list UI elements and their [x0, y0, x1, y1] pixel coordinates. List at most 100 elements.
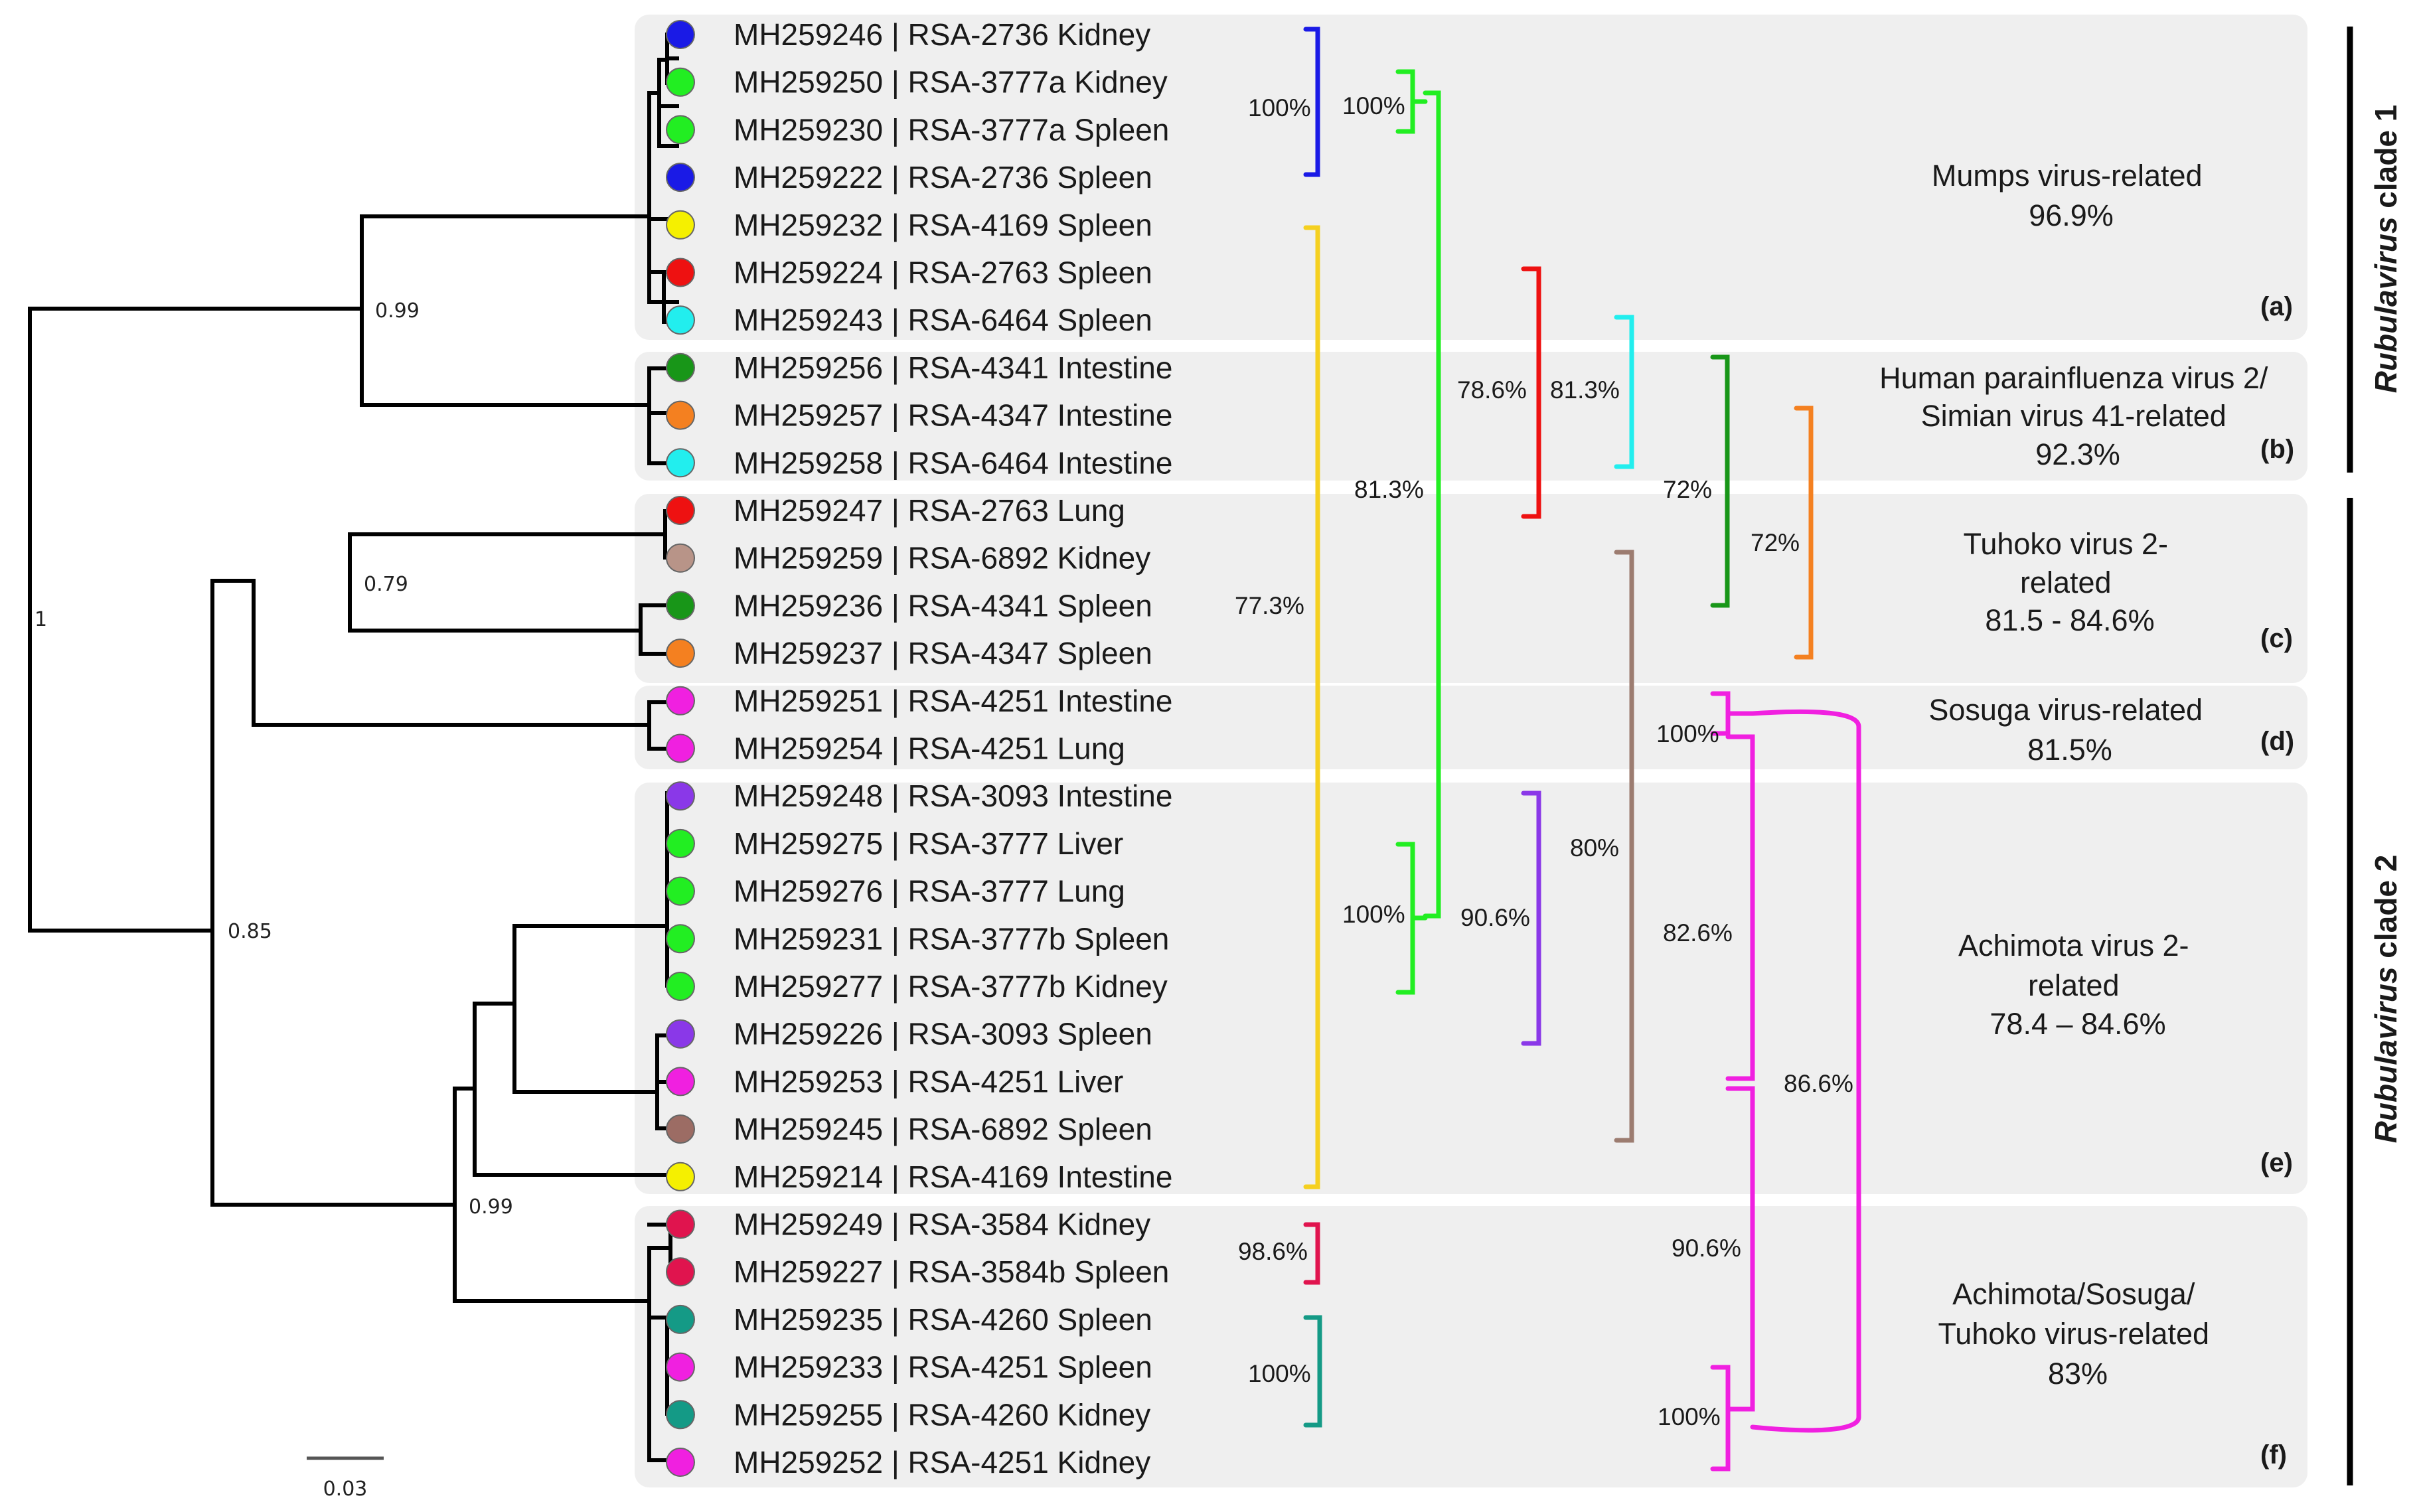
leaf-marker	[666, 400, 695, 430]
panel-a	[635, 15, 2307, 340]
branch-a-low	[647, 217, 679, 324]
leaf-label: MH259275 | RSA-3777 Liver	[734, 826, 1123, 861]
support-clade2: 0.85	[228, 920, 272, 943]
leaf-marker	[666, 305, 695, 335]
leaf-label: MH259256 | RSA-4341 Intestine	[734, 350, 1172, 385]
branch-cd	[252, 579, 651, 727]
leaf-marker	[666, 163, 695, 192]
group-descriptions: Mumps virus-related 96.9% Human parainfl…	[1879, 159, 2268, 1391]
leaf-marker	[666, 781, 695, 811]
group-tags: (a) (b) (c) (d) (e) (f)	[2260, 292, 2294, 1470]
branch-e1	[512, 924, 669, 1094]
bracket-label-purple-3093: 90.6%	[1460, 904, 1530, 931]
group-c-desc: Tuhoko virus 2- related 81.5 - 84.6%	[1964, 527, 2177, 637]
panel-d	[635, 686, 2307, 769]
leaf-label: MH259254 | RSA-4251 Lung	[734, 731, 1125, 766]
bracket-magenta-e	[1725, 734, 1755, 1081]
branch-b	[647, 366, 679, 465]
group-tag-c: (c)	[2260, 624, 2293, 653]
bracket-magenta-ef	[1725, 1086, 1755, 1412]
support-achimota: 0.99	[469, 1195, 513, 1219]
node-supports: 1 0.99 0.79 0.85 0.99	[35, 299, 513, 1219]
bracket-dkgreen-4341	[1710, 354, 1730, 608]
bracket-labels: 100% 100% 81.3% 100% 77.3% 78.6% 81.3% 7…	[1235, 92, 1853, 1430]
leaf-marker	[666, 1019, 695, 1049]
bracket-magenta-d	[1710, 691, 1755, 736]
leaf-marker	[666, 448, 695, 478]
bracket-label-brown-6892: 80%	[1570, 834, 1619, 862]
leaf-label: MH259231 | RSA-3777b Spleen	[734, 921, 1169, 956]
bracket-label-magenta-all: 86.6%	[1784, 1070, 1853, 1097]
branch-root	[28, 307, 364, 933]
leaf-label: MH259255 | RSA-4260 Kidney	[734, 1397, 1150, 1432]
bracket-label-magenta-d: 100%	[1656, 720, 1719, 747]
leaf-marker	[666, 258, 695, 287]
leaf-marker	[666, 591, 695, 621]
clade2-label: Rubulavirus clade 2	[2369, 855, 2403, 1144]
bracket-cyan-6464	[1614, 315, 1634, 469]
panel-f	[635, 1206, 2307, 1487]
leaf-marker	[666, 1448, 695, 1477]
group-tag-b: (b)	[2260, 435, 2294, 464]
leaf-label: MH259236 | RSA-4341 Spleen	[734, 588, 1152, 623]
leaf-marker	[666, 1162, 695, 1191]
support-root: 1	[35, 608, 47, 631]
leaf-marker	[666, 67, 695, 97]
bracket-green-3777a	[1395, 69, 1428, 134]
bracket-blue-2736	[1303, 27, 1320, 177]
scale-bar-label: 0.03	[323, 1477, 368, 1501]
bracket-green-3777	[1423, 90, 1441, 919]
bracket-label-red-2763: 78.6%	[1457, 376, 1527, 404]
clade1-label: Rubulavirus clade 1	[2369, 105, 2403, 394]
leaf-label: MH259227 | RSA-3584b Spleen	[734, 1254, 1169, 1289]
bracket-label-magenta-e: 82.6%	[1663, 919, 1733, 946]
leaf-label: MH259243 | RSA-6464 Spleen	[734, 303, 1152, 337]
leaf-marker	[666, 20, 695, 49]
leaf-label: MH259235 | RSA-4260 Spleen	[734, 1302, 1152, 1337]
leaf-marker	[666, 686, 695, 716]
leaf-label: MH259251 | RSA-4251 Intestine	[734, 684, 1172, 718]
bracket-label-cyan-6464: 81.3%	[1550, 376, 1620, 404]
leaf-label: MH259214 | RSA-4169 Intestine	[734, 1160, 1172, 1194]
bracket-label-blue-2736: 100%	[1248, 94, 1311, 121]
leaf-marker	[666, 1209, 695, 1239]
leaf-label: MH259257 | RSA-4347 Intestine	[734, 398, 1172, 433]
bracket-red-2763	[1521, 266, 1541, 519]
leaf-label: MH259276 | RSA-3777 Lung	[734, 874, 1125, 909]
bracket-label-dkgreen-4341: 72%	[1663, 476, 1712, 503]
leaf-label: MH259224 | RSA-2763 Spleen	[734, 256, 1152, 290]
leaf-marker	[666, 1304, 695, 1334]
branch-clade2	[210, 579, 256, 1207]
support-tuhoko: 0.79	[364, 573, 408, 596]
group-tag-e: (e)	[2260, 1148, 2293, 1177]
bracket-orange-4347	[1794, 406, 1814, 660]
leaf-marker	[666, 1067, 695, 1096]
branch-e	[473, 1002, 679, 1177]
leaf-marker	[666, 1400, 695, 1430]
leaf-marker	[666, 352, 695, 382]
leaf-label: MH259245 | RSA-6892 Spleen	[734, 1112, 1152, 1146]
leaf-marker	[666, 876, 695, 906]
branch-clade1	[360, 214, 651, 407]
leaf-label: MH259237 | RSA-4347 Spleen	[734, 636, 1152, 670]
group-f-desc: Achimota/Sosuga/ Tuhoko virus-related 83…	[1938, 1277, 2217, 1391]
scale-bar: 0.03	[307, 1456, 384, 1501]
leaf-marker	[666, 828, 695, 858]
bracket-label-green-3777: 81.3%	[1354, 476, 1424, 503]
bracket-label-magenta-ef: 90.6%	[1672, 1235, 1741, 1262]
bracket-crimson-3584	[1303, 1222, 1320, 1285]
bracket-label-green-3777b: 100%	[1342, 901, 1405, 928]
group-tag-d: (d)	[2260, 727, 2294, 756]
bracket-label-green-3777a: 100%	[1342, 92, 1405, 119]
group-e-desc: Achimota virus 2- related 78.4 – 84.6%	[1958, 929, 2197, 1041]
leaf-marker	[666, 1352, 695, 1382]
bracket-label-magenta-f: 100%	[1658, 1403, 1721, 1430]
leaf-marker	[666, 210, 695, 240]
panel-e	[635, 783, 2307, 1194]
leaf-label: MH259246 | RSA-2736 Kidney	[734, 17, 1150, 52]
group-d-desc: Sosuga virus-related 81.5%	[1928, 693, 2211, 767]
leaf-label: MH259247 | RSA-2763 Lung	[734, 493, 1125, 528]
similarity-brackets	[1303, 27, 1861, 1472]
branch-c	[348, 532, 667, 633]
